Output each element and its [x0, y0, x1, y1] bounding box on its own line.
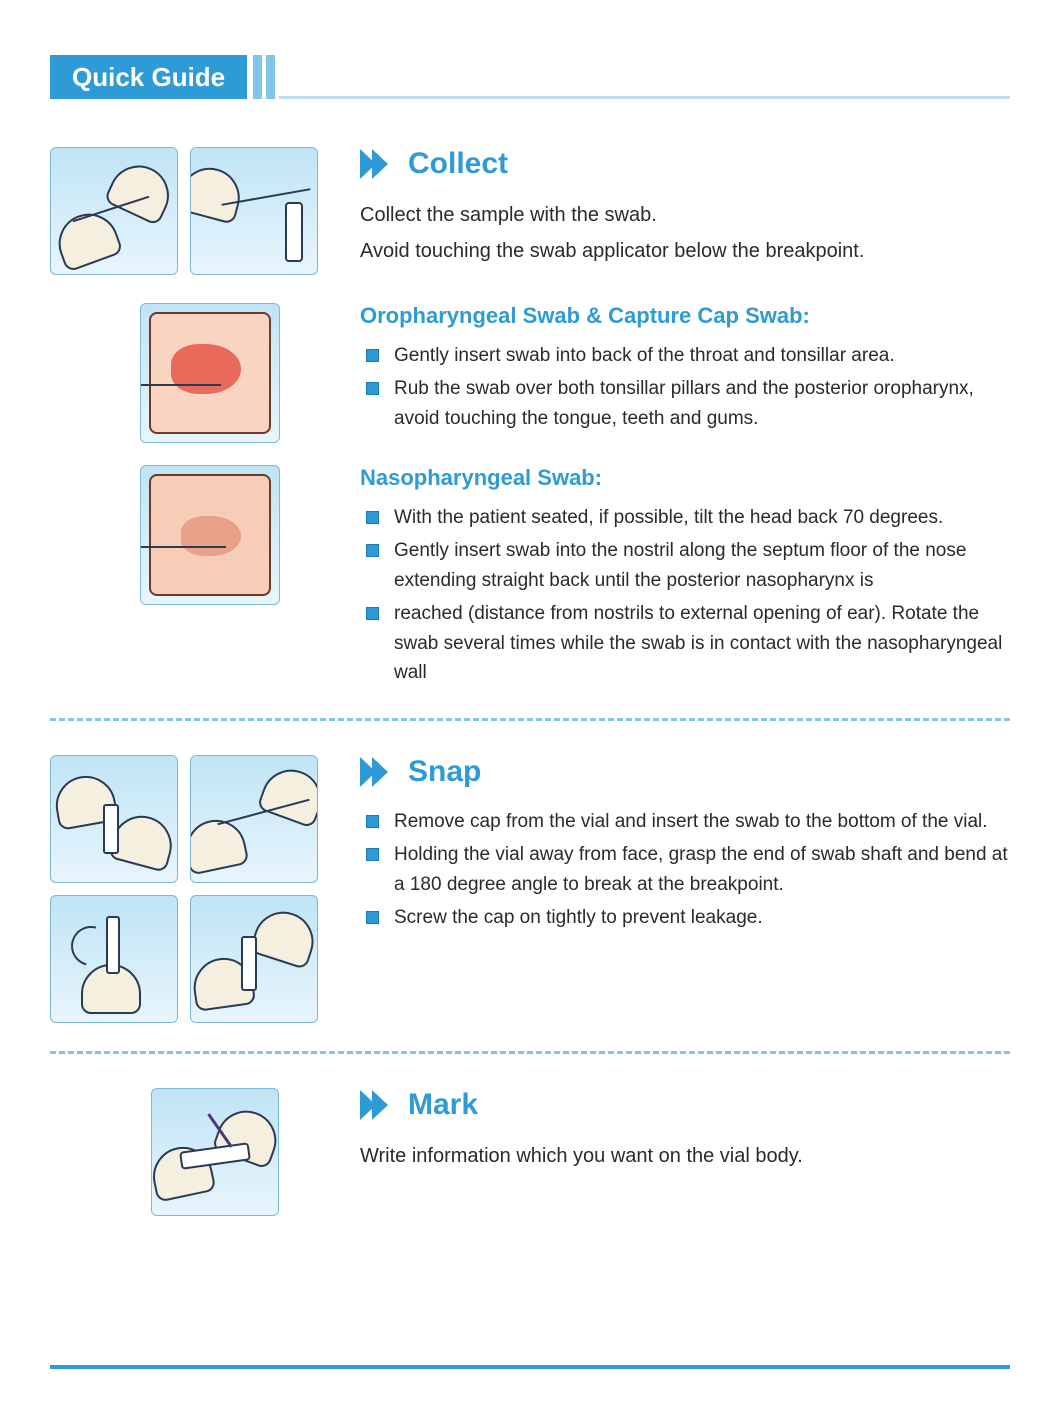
oro-bullet-2: Rub the swab over both tonsillar pillars…	[366, 374, 1010, 433]
illustration-nasopharyngeal	[140, 465, 280, 605]
chevron-icon	[360, 149, 394, 179]
naso-bullet-1: With the patient seated, if possible, ti…	[366, 503, 1010, 532]
snap-bullet-1: Remove cap from the vial and insert the …	[366, 807, 1010, 836]
illustration-break-swab	[50, 895, 178, 1023]
snap-images	[50, 755, 330, 1023]
illustration-oropharyngeal	[140, 303, 280, 443]
page-title: Quick Guide	[50, 55, 247, 99]
illustration-write-label	[151, 1088, 279, 1216]
illustration-open-package	[50, 147, 178, 275]
mark-title: Mark	[408, 1088, 478, 1122]
oro-title: Oropharyngeal Swab & Capture Cap Swab:	[360, 303, 1010, 329]
mark-body: Write information which you want on the …	[360, 1140, 1010, 1172]
illustration-swab-vial	[190, 147, 318, 275]
header-bar: Quick Guide	[50, 55, 1010, 99]
header-stripes	[253, 55, 279, 99]
snap-title: Snap	[408, 755, 481, 789]
illustration-insert-swab	[190, 755, 318, 883]
illustration-remove-cap	[50, 755, 178, 883]
section-snap: Snap Remove cap from the vial and insert…	[50, 755, 1010, 1023]
subsection-oropharyngeal: Oropharyngeal Swab & Capture Cap Swab: G…	[50, 303, 1010, 443]
naso-bullet-3: reached (distance from nostrils to exter…	[366, 599, 1010, 687]
oro-bullet-1: Gently insert swab into back of the thro…	[366, 341, 1010, 370]
footer-line	[50, 1365, 1010, 1369]
chevron-icon	[360, 1090, 394, 1120]
subsection-nasopharyngeal: Nasopharyngeal Swab: With the patient se…	[50, 465, 1010, 692]
snap-bullet-3: Screw the cap on tightly to prevent leak…	[366, 903, 1010, 932]
mark-images	[50, 1088, 330, 1216]
collect-images	[50, 147, 330, 275]
snap-bullet-2: Holding the vial away from face, grasp t…	[366, 840, 1010, 899]
naso-bullet-2: Gently insert swab into the nostril alon…	[366, 536, 1010, 595]
header-underline	[279, 55, 1010, 99]
collect-title: Collect	[408, 147, 508, 181]
collect-line-1: Collect the sample with the swab.	[360, 199, 1010, 231]
chevron-icon	[360, 757, 394, 787]
divider-1	[50, 718, 1010, 721]
naso-title: Nasopharyngeal Swab:	[360, 465, 1010, 491]
section-collect: Collect Collect the sample with the swab…	[50, 147, 1010, 275]
collect-line-2: Avoid touching the swab applicator below…	[360, 235, 1010, 267]
section-mark: Mark Write information which you want on…	[50, 1088, 1010, 1216]
divider-2	[50, 1051, 1010, 1054]
illustration-screw-cap	[190, 895, 318, 1023]
